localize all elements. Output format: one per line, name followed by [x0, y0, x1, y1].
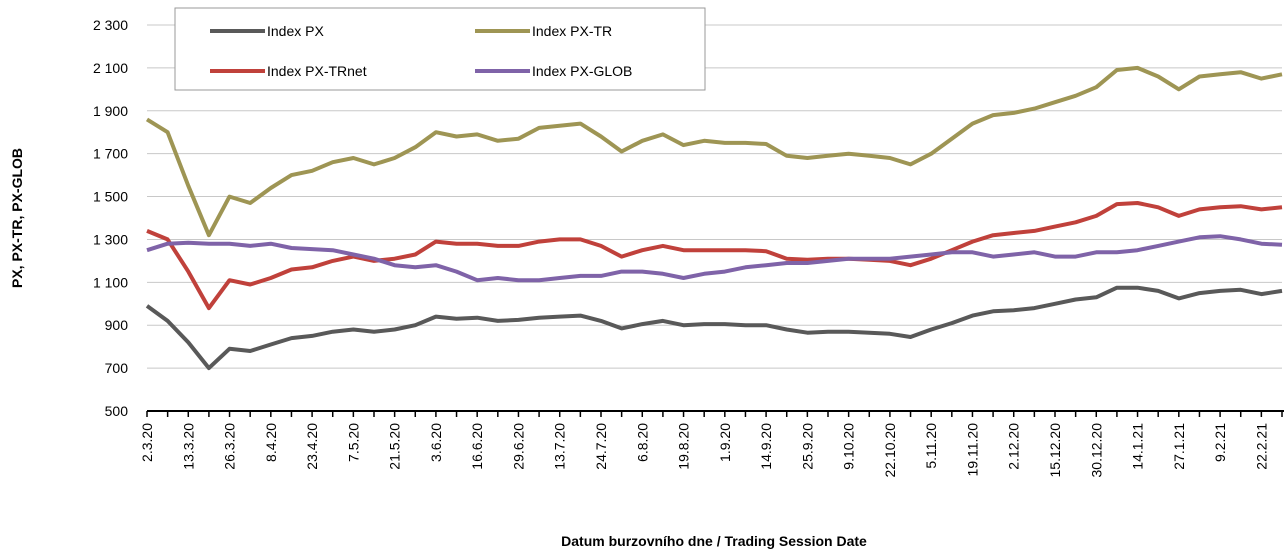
- x-tick-label: 16.6.20: [469, 423, 485, 470]
- x-tick-label: 13.7.20: [552, 423, 568, 470]
- x-tick-label: 5.11.20: [923, 423, 939, 469]
- x-tick-label: 24.7.20: [593, 423, 609, 470]
- x-tick-label: 2.3.20: [139, 423, 155, 462]
- x-tick-label: 3.6.20: [428, 423, 444, 462]
- x-tick-label: 22.2.21: [1253, 423, 1269, 470]
- legend-label: Index PX-TR: [532, 23, 612, 39]
- y-axis-title: PX, PX-TR, PX-GLOB: [9, 148, 25, 288]
- y-tick-label: 1 700: [93, 146, 128, 162]
- y-tick-label: 700: [105, 360, 129, 376]
- x-tick-label: 23.4.20: [304, 423, 320, 470]
- y-tick-label: 1 900: [93, 103, 128, 119]
- x-tick-label: 8.4.20: [263, 423, 279, 462]
- x-tick-label: 21.5.20: [387, 423, 403, 470]
- x-tick-label: 27.1.21: [1171, 423, 1187, 470]
- y-tick-label: 1 500: [93, 189, 128, 205]
- x-tick-label: 7.5.20: [345, 423, 361, 462]
- x-tick-label: 14.1.21: [1130, 423, 1146, 470]
- x-axis-title: Datum burzovního dne / Trading Session D…: [561, 533, 867, 549]
- x-tick-label: 14.9.20: [758, 423, 774, 470]
- series-line: [146, 201, 1283, 311]
- x-tick-label: 15.12.20: [1047, 423, 1063, 478]
- y-tick-label: 2 300: [93, 17, 128, 33]
- x-tick-label: 13.3.20: [180, 423, 196, 470]
- legend-label: Index PX-GLOB: [532, 63, 632, 79]
- x-tick-label: 1.9.20: [717, 423, 733, 462]
- x-tick-label: 25.9.20: [799, 423, 815, 470]
- series-line: [145, 65, 1283, 238]
- legend-label: Index PX-TRnet: [267, 63, 367, 79]
- legend-box: [174, 7, 706, 91]
- y-tick-label: 1 100: [93, 274, 128, 290]
- series-line: [145, 285, 1283, 371]
- x-tick-label: 29.6.20: [510, 423, 526, 470]
- x-tick-label: 30.12.20: [1088, 423, 1104, 478]
- x-tick-label: 6.8.20: [634, 423, 650, 462]
- y-tick-label: 1 300: [93, 231, 128, 247]
- legend-label: Index PX: [267, 23, 324, 39]
- x-tick-label: 19.8.20: [676, 423, 692, 470]
- x-tick-label: 19.11.20: [964, 423, 980, 477]
- y-tick-label: 2 100: [93, 60, 128, 76]
- series-line: [146, 234, 1283, 283]
- y-tick-label: 900: [105, 317, 129, 333]
- y-tick-label: 500: [105, 403, 129, 419]
- x-tick-label: 9.2.21: [1212, 423, 1228, 462]
- x-tick-label: 26.3.20: [222, 423, 238, 470]
- x-tick-label: 9.10.20: [841, 423, 857, 470]
- x-tick-label: 22.10.20: [882, 423, 898, 478]
- x-tick-label: 2.12.20: [1006, 423, 1022, 470]
